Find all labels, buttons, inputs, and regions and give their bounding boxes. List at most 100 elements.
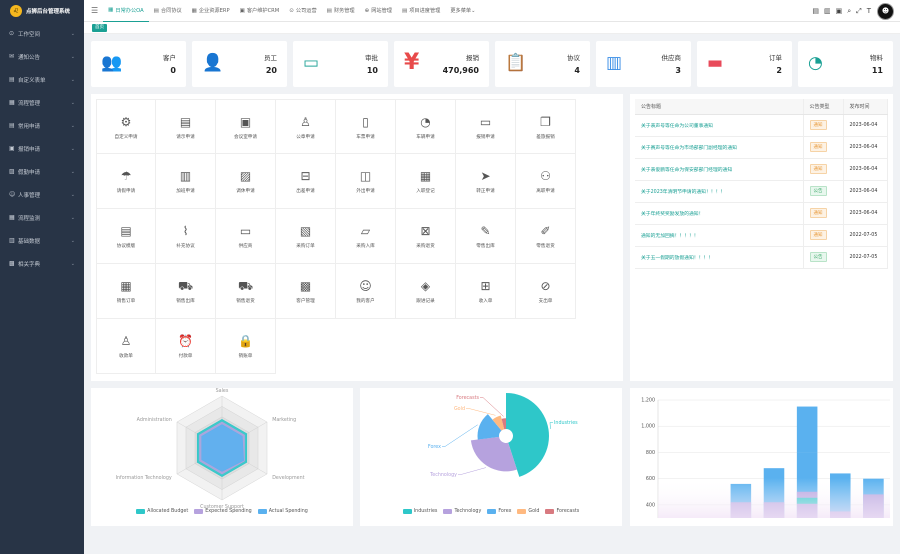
app-shortcut-17[interactable]: ⌇ 补充协议 [156,209,216,264]
tab-1[interactable]: ▤ 合同协议 [149,0,187,22]
app-shortcut-10[interactable]: ▨ 调休申请 [216,154,276,209]
stat-card-6[interactable]: ▬ 订单 2 [697,41,792,87]
menu-toggle-icon[interactable]: ☰ [91,6,99,15]
pie-slice-gold[interactable] [492,415,505,431]
notice-row[interactable]: 通知的无加回摘！！！！！ 通知 2022-07-05 [635,224,888,247]
app-shortcut-9[interactable]: ▥ 加班申请 [156,154,216,209]
legend-item[interactable]: Forecasts [545,509,579,514]
legend-item[interactable]: Gold [517,509,539,514]
legend-item[interactable]: Forex [487,509,511,514]
app-shortcut-19[interactable]: ▧ 采购订单 [276,209,336,264]
legend-item[interactable]: Expected Spending [194,509,252,514]
stat-card-0[interactable]: 👥 客户 0 [91,41,186,87]
legend-item[interactable]: Technology [443,509,481,514]
notice-title[interactable]: 关于2023年清明节申请的通知！！！！ [635,180,804,203]
app-shortcut-27[interactable]: ▩ 客户管理 [276,264,336,319]
sidebar-item-9[interactable]: ▥ 基础数据 ⌄ [0,229,84,252]
bar-series-b-top-4[interactable] [796,406,818,453]
app-shortcut-13[interactable]: ▦ 入职登记 [396,154,456,209]
app-shortcut-0[interactable]: ⚙ 自定义申请 [96,99,156,154]
pie-slice-forecasts[interactable] [501,418,506,430]
app-shortcut-34[interactable]: 🔒 销账单 [216,319,276,374]
app-shortcut-16[interactable]: ▤ 协议模版 [96,209,156,264]
tab-8[interactable]: 更多菜单 ⌄ [445,0,480,22]
tab-2[interactable]: ▦ 企业资源ERP [187,0,235,22]
app-shortcut-3[interactable]: ♙ 公章申请 [276,99,336,154]
home-tab[interactable]: 首页 [92,24,107,32]
sidebar-item-3[interactable]: ▦ 流程管理 ⌄ [0,91,84,114]
notice-row[interactable]: 关于赛声号等任命为市场部部门副经理的通知 通知 2023-06-04 [635,136,888,159]
sidebar-item-10[interactable]: ▩ 相关字典 ⌄ [0,252,84,275]
app-shortcut-21[interactable]: ⊠ 采购退货 [396,209,456,264]
stat-card-4[interactable]: 📋 协议 4 [495,41,590,87]
app-shortcut-6[interactable]: ▭ 报销申请 [456,99,516,154]
tab-4[interactable]: ⊙ 公司运营 [284,0,321,22]
radar-series-2[interactable] [201,424,244,472]
stat-card-3[interactable]: ¥ 报销 470,960 [394,41,489,87]
notice-title[interactable]: 关于表俊鹏等任命为保安部部门经理的通知 [635,158,804,181]
app-shortcut-11[interactable]: ⊟ 出差申请 [276,154,336,209]
pie-slice-forex[interactable] [477,414,502,440]
app-shortcut-33[interactable]: ⏰ 付款单 [156,319,216,374]
save-icon[interactable]: ▣ [835,7,843,15]
legend-item[interactable]: Industries [402,509,437,514]
notice-title[interactable]: 通知的无加回摘！！！！！ [635,224,804,247]
stat-card-7[interactable]: ◔ 物料 11 [798,41,893,87]
app-shortcut-29[interactable]: ◈ 跟进记录 [396,264,456,319]
sidebar-item-7[interactable]: ☺ 人事管理 ⌄ [0,183,84,206]
sidebar-item-5[interactable]: ▣ 报销申请 ⌄ [0,137,84,160]
app-shortcut-30[interactable]: ⊞ 收入单 [456,264,516,319]
app-shortcut-28[interactable]: ☺ 我的客户 [336,264,396,319]
sidebar-item-1[interactable]: ✉ 通知公告 ⌄ [0,45,84,68]
app-shortcut-24[interactable]: ▦ 销售订单 [96,264,156,319]
app-shortcut-32[interactable]: ♙ 收款单 [96,319,156,374]
stat-card-5[interactable]: ▥ 供应商 3 [596,41,691,87]
app-shortcut-8[interactable]: ☂ 请假申请 [96,154,156,209]
notice-row[interactable]: 关于表声号等任命为公司董事通知 通知 2023-06-04 [635,114,888,137]
pie-slice-industries[interactable] [506,393,549,477]
app-shortcut-20[interactable]: ▱ 采购入库 [336,209,396,264]
app-shortcut-23[interactable]: ✐ 零售退货 [516,209,576,264]
document-icon[interactable]: ▥ [823,7,831,15]
notice-title[interactable]: 关于五一假期的放假通知！！！！ [635,246,804,269]
sidebar-item-0[interactable]: ⊙ 工作空间 ⌄ [0,22,84,45]
pie-slice-technology[interactable] [470,436,517,472]
notice-title[interactable]: 关于年终奖奖励发放的通知！ [635,202,804,225]
tab-6[interactable]: ⊕ 网站管理 [360,0,397,22]
search-icon[interactable]: ⌕ [847,6,852,15]
note-icon[interactable]: ▤ [812,7,819,15]
notice-title[interactable]: 关于表声号等任命为公司董事通知 [635,114,804,137]
tab-7[interactable]: ▤ 项目进度管理 [397,0,445,22]
app-shortcut-7[interactable]: ❐ 差旅报销 [516,99,576,154]
sidebar-item-8[interactable]: ▦ 流程监测 ⌄ [0,206,84,229]
notice-title[interactable]: 关于赛声号等任命为市场部部门副经理的通知 [635,136,804,159]
tab-5[interactable]: ▤ 财务管理 [322,0,360,22]
legend-item[interactable]: Allocated Budget [136,509,188,514]
font-size-icon[interactable]: T [866,7,871,15]
app-logo[interactable]: ♌ 点狮后台管理系统 [0,0,84,22]
sidebar-item-2[interactable]: ▤ 自定义表单 ⌄ [0,68,84,91]
notice-row[interactable]: 关于表俊鹏等任命为保安部部门经理的通知 通知 2023-06-04 [635,158,888,181]
app-shortcut-31[interactable]: ⊘ 支出单 [516,264,576,319]
tab-3[interactable]: ▣ 客户维护CRM [235,0,285,22]
notice-row[interactable]: 关于五一假期的放假通知！！！！ 公告 2022-07-05 [635,246,888,269]
app-shortcut-14[interactable]: ➤ 转正申请 [456,154,516,209]
app-shortcut-22[interactable]: ✎ 零售出库 [456,209,516,264]
app-shortcut-25[interactable]: ⛟ 销售出库 [156,264,216,319]
sidebar-item-4[interactable]: ▤ 常用申请 ⌄ [0,114,84,137]
tab-0[interactable]: ▦ 日常办公OA [103,0,149,22]
app-shortcut-2[interactable]: ▣ 会议室申请 [216,99,276,154]
user-avatar[interactable]: ☻ [877,2,894,20]
stat-card-1[interactable]: 👤 员工 20 [192,41,287,87]
fullscreen-icon[interactable]: ⤢ [856,6,862,15]
app-shortcut-1[interactable]: ▤ 请示申请 [156,99,216,154]
stat-card-2[interactable]: ▭ 审批 10 [293,41,388,87]
notice-row[interactable]: 关于2023年清明节申请的通知！！！！ 公告 2023-06-04 [635,180,888,203]
notice-row[interactable]: 关于年终奖奖励发放的通知！ 通知 2023-06-04 [635,202,888,225]
app-shortcut-26[interactable]: ⛟ 销售退货 [216,264,276,319]
app-shortcut-5[interactable]: ◔ 车辆申请 [396,99,456,154]
app-shortcut-4[interactable]: ▯ 车票申请 [336,99,396,154]
app-shortcut-12[interactable]: ◫ 外出申请 [336,154,396,209]
app-shortcut-18[interactable]: ▭ 供应商 [216,209,276,264]
sidebar-item-6[interactable]: ▨ 假勤申请 ⌄ [0,160,84,183]
